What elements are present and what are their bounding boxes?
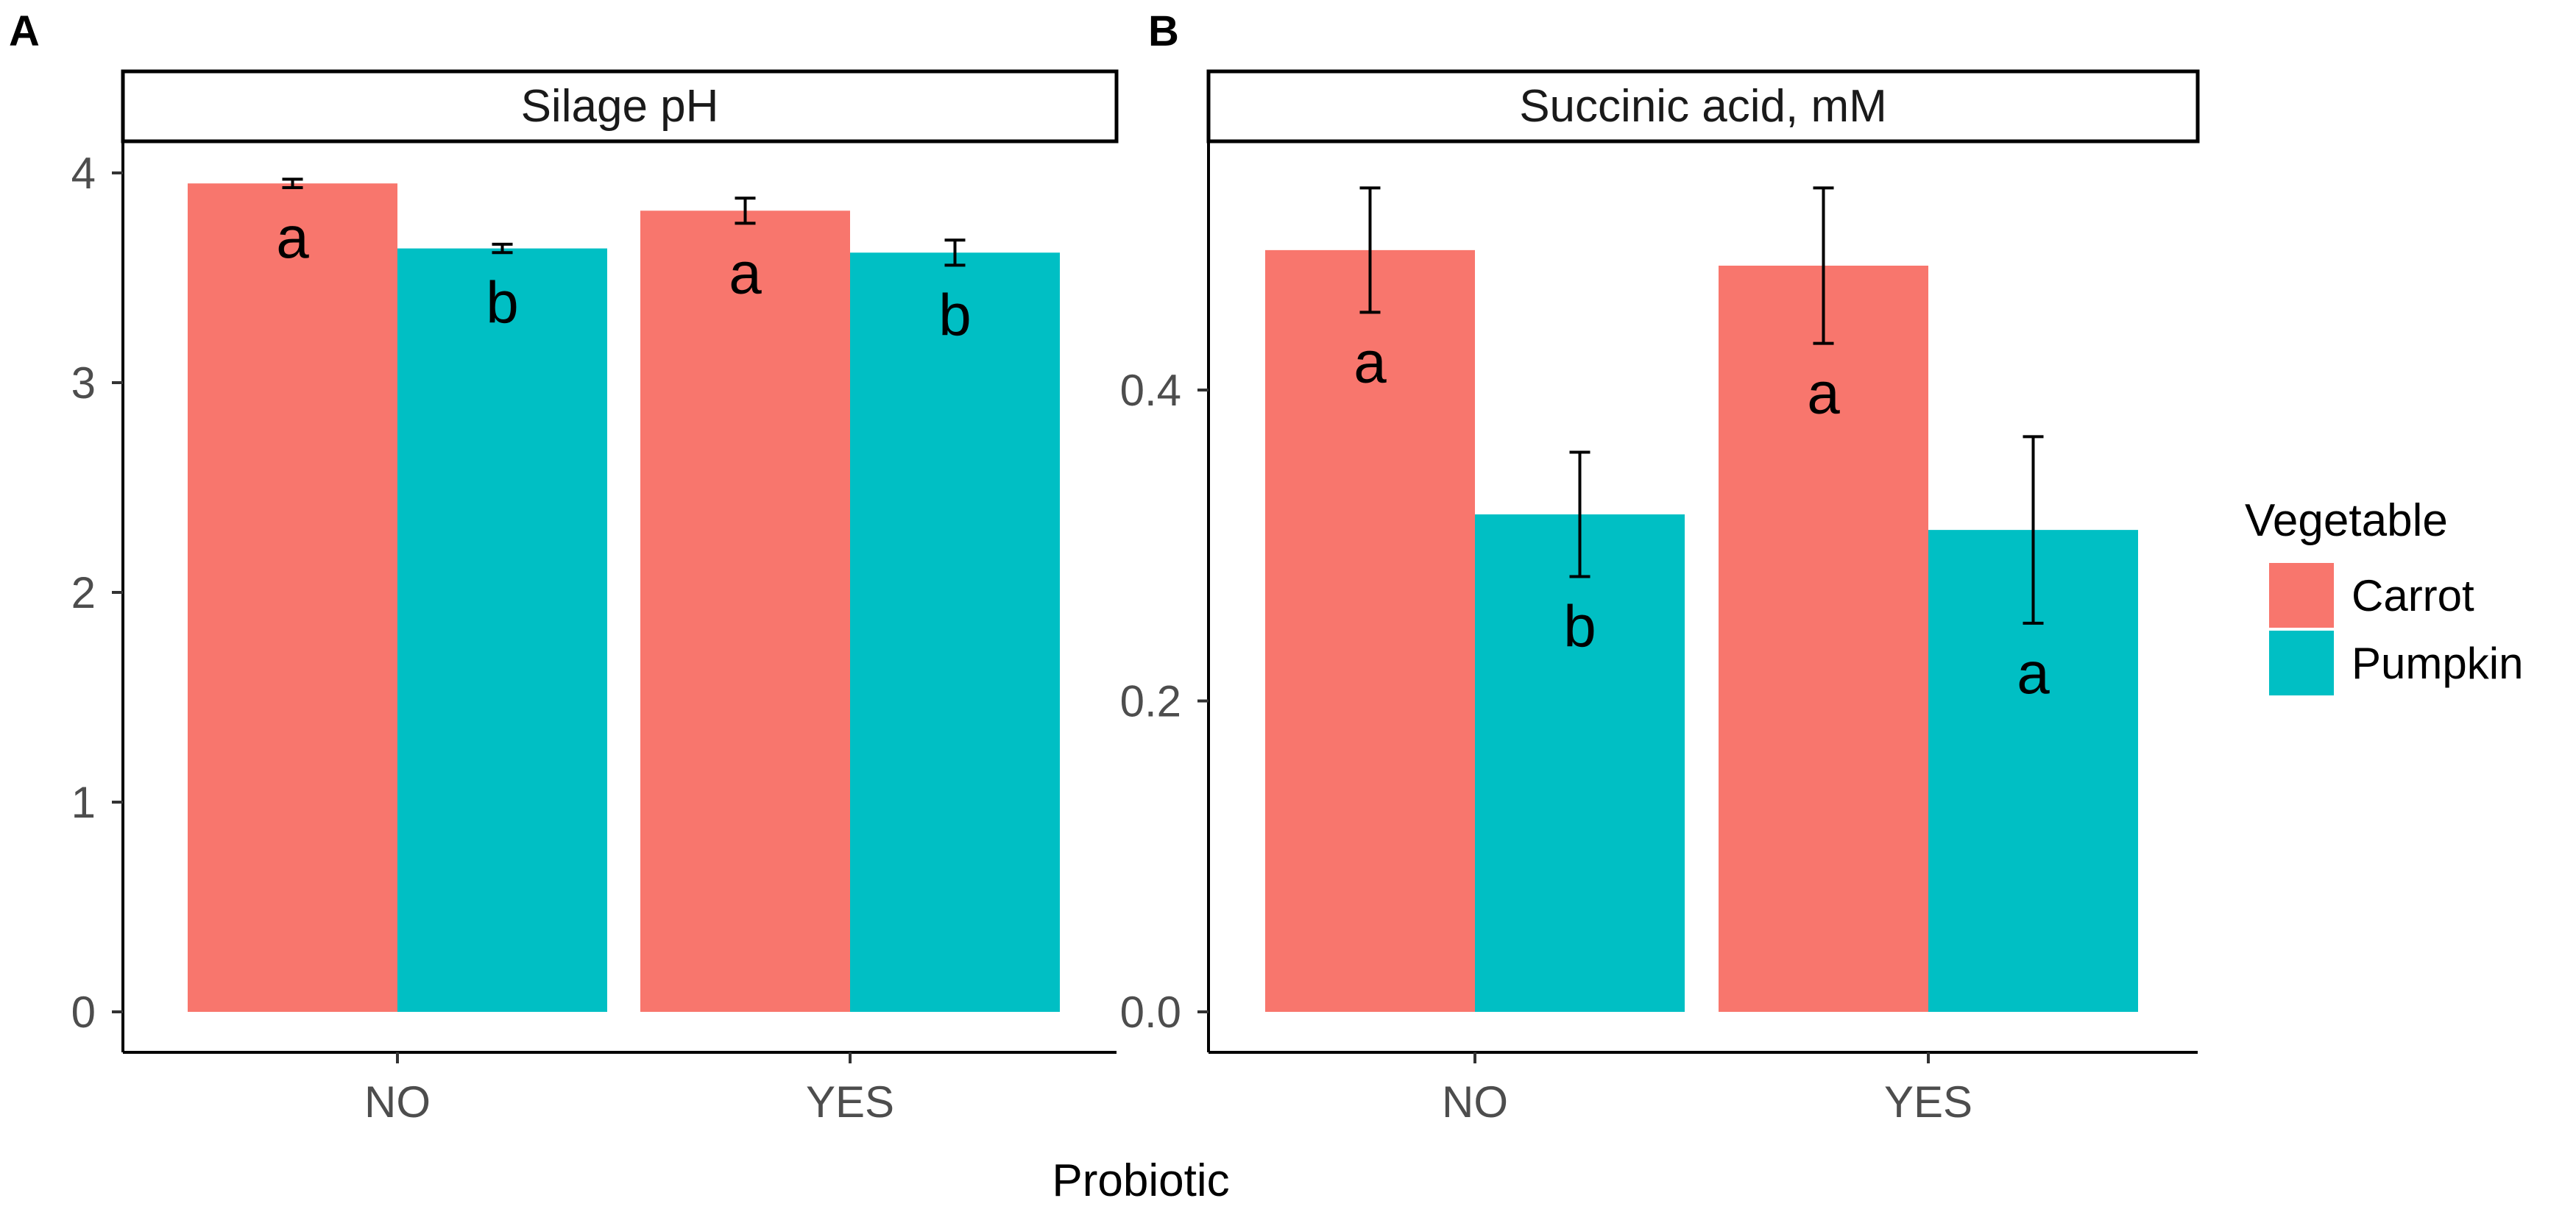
panel-a-strip — [121, 69, 1119, 143]
legend-label-carrot: Carrot — [2352, 571, 2474, 620]
panel-a-sig-letter-carrot-no: a — [276, 205, 309, 270]
panel-b-y-tick-label: 0.2 — [1120, 677, 1181, 726]
panel-a-y-tick-label: 3 — [71, 358, 96, 408]
panel-b-sig-letter-pumpkin-yes: a — [2017, 640, 2050, 706]
panel-letter-b: B — [1148, 7, 1179, 55]
panel-letter-a: A — [9, 7, 40, 55]
legend: Vegetable Carrot Pumpkin — [2245, 495, 2523, 695]
panel-b-title: Succinic acid, mM — [1519, 81, 1887, 132]
panel-b-bar-pumpkin-no — [1475, 514, 1685, 1012]
panel-a-x-tick-label: YES — [806, 1077, 894, 1127]
panel-a-y-tick-label: 2 — [71, 568, 96, 617]
panel-a-title: Silage pH — [521, 81, 719, 132]
panel-a-y-tick-label: 4 — [71, 149, 96, 198]
panel-a-sig-letter-carrot-yes: a — [729, 240, 762, 305]
panel-b-y-tick-label: 0.0 — [1120, 988, 1181, 1037]
panel-a-plot: 0 1 2 3 4 NO YES a a b b — [71, 141, 1117, 1127]
panel-b-bar-carrot-yes — [1719, 266, 1928, 1012]
legend-swatch-pumpkin — [2269, 631, 2334, 695]
panel-b: B Succinic acid, mM 0.0 0.2 0.4 NO YES a a b a — [1120, 7, 2200, 1127]
panel-a-bar-pumpkin-no — [397, 248, 607, 1013]
panel-b-plot: 0.0 0.2 0.4 NO YES a a b a — [1120, 141, 2198, 1127]
legend-label-pumpkin: Pumpkin — [2352, 639, 2523, 688]
panel-b-x-tick-label: NO — [1442, 1077, 1508, 1127]
panel-a-bar-carrot-no — [188, 183, 397, 1012]
panel-a-y-tick-label: 1 — [71, 778, 96, 827]
panel-b-sig-letter-pumpkin-no: b — [1563, 594, 1596, 659]
x-axis-title: Probiotic — [1052, 1155, 1229, 1206]
panel-a: A Silage pH 0 1 2 3 4 NO YES a a b b — [9, 7, 1119, 1127]
panel-b-bar-carrot-no — [1265, 249, 1475, 1012]
panel-b-x-tick-label: YES — [1884, 1077, 1972, 1127]
panel-a-bar-pumpkin-yes — [850, 252, 1060, 1012]
panel-a-y-tick-label: 0 — [71, 988, 96, 1037]
panel-b-sig-letter-carrot-yes: a — [1807, 361, 1840, 426]
legend-swatch-carrot — [2269, 563, 2334, 628]
legend-title: Vegetable — [2245, 495, 2448, 546]
panel-b-sig-letter-carrot-no: a — [1354, 329, 1387, 394]
panel-a-sig-letter-pumpkin-yes: b — [938, 282, 972, 347]
panel-a-x-tick-label: NO — [364, 1077, 431, 1127]
panel-b-y-tick-label: 0.4 — [1120, 366, 1181, 415]
panel-b-strip — [1206, 69, 2200, 143]
panel-a-sig-letter-pumpkin-no: b — [486, 269, 519, 335]
panel-a-bar-carrot-yes — [640, 210, 850, 1012]
